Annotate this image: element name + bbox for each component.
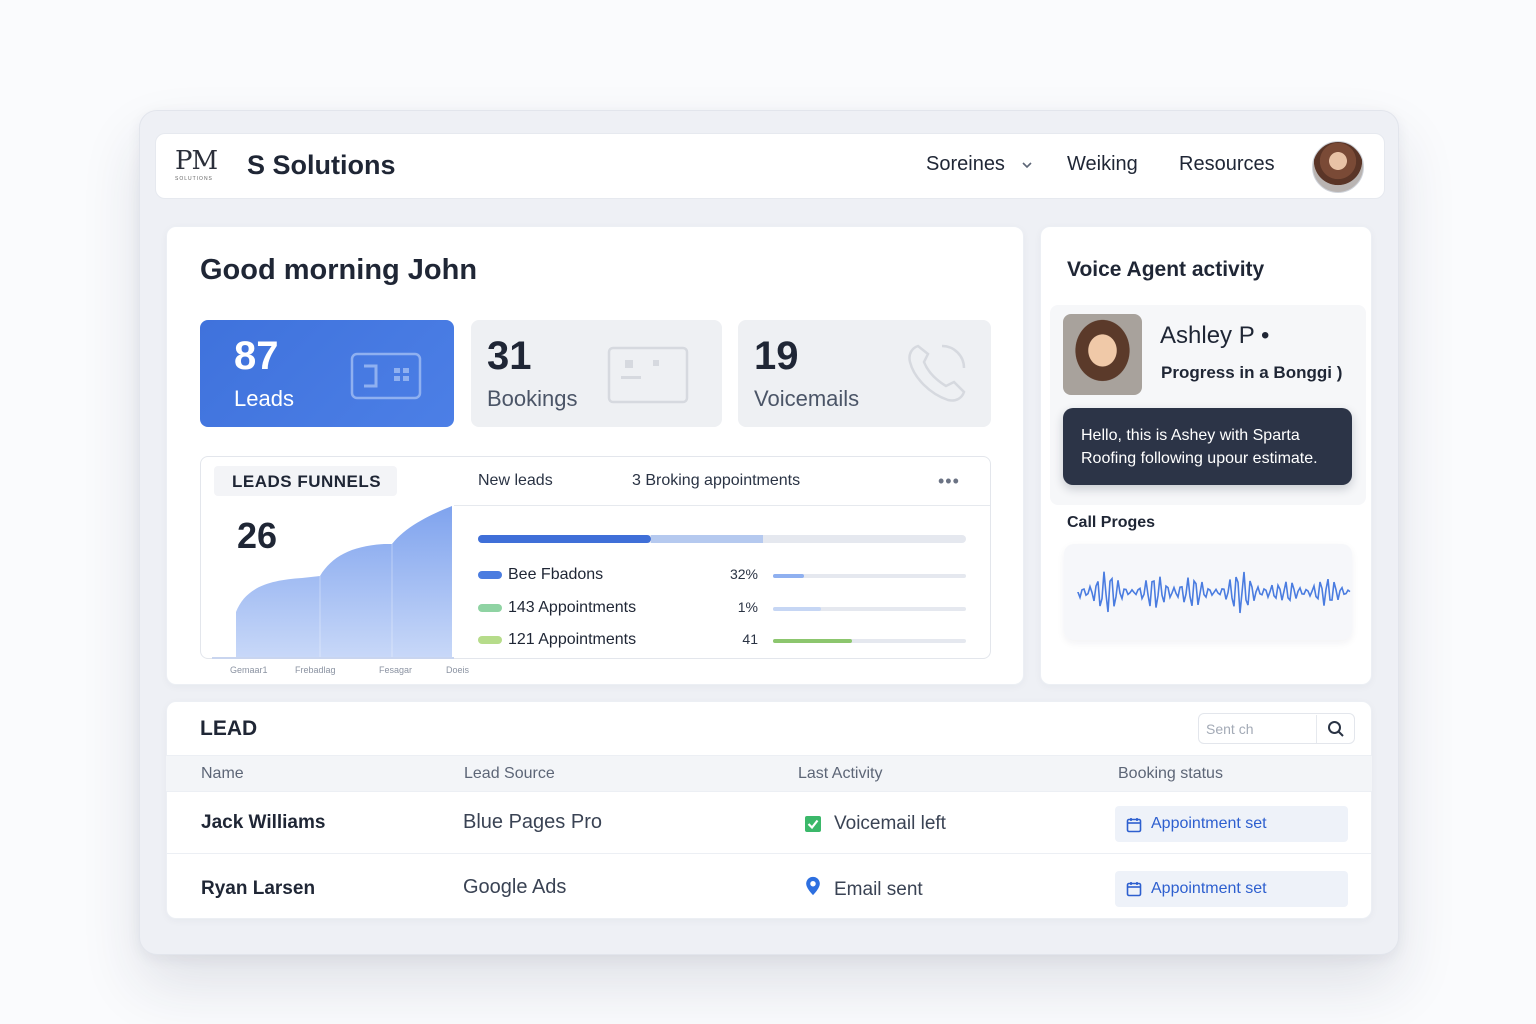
- brand-name: S Solutions: [247, 150, 396, 180]
- column-header-lead-source[interactable]: Lead Source: [464, 765, 555, 782]
- lead-name[interactable]: Jack Williams: [201, 812, 326, 833]
- legend-label: 143 Appointments: [508, 599, 637, 616]
- funnel-count: 26: [237, 515, 278, 556]
- legend-fill: [773, 639, 852, 643]
- legend-swatch: [478, 604, 502, 612]
- lead-source: Blue Pages Pro: [463, 811, 602, 833]
- legend-percent: 1%: [737, 599, 758, 615]
- stat-label: Leads: [234, 386, 294, 411]
- funnel-title: LEADS FUNNELS: [232, 472, 382, 491]
- legend-row: 143 Appointments 1%: [478, 599, 968, 619]
- greeting-heading: Good morning John: [200, 254, 478, 286]
- stat-card-voicemails[interactable]: 19 Voicemails: [738, 320, 991, 427]
- booking-status-label: Appointment set: [1151, 815, 1267, 832]
- user-avatar[interactable]: [1312, 141, 1364, 193]
- agent-message-bubble: Hello, this is Ashey with Sparta Roofing…: [1063, 408, 1352, 485]
- agent-avatar: [1063, 314, 1142, 395]
- stat-value: 19: [754, 334, 799, 378]
- top-navbar: [155, 133, 1385, 199]
- nav-item-weiking[interactable]: Weiking: [1067, 153, 1138, 175]
- column-header-last-activity[interactable]: Last Activity: [798, 765, 883, 782]
- booking-status-badge[interactable]: [1115, 871, 1348, 907]
- id-card-icon: [350, 352, 422, 400]
- table-header: [166, 755, 1372, 792]
- column-header-name[interactable]: Name: [201, 765, 244, 782]
- stat-value: 31: [487, 334, 532, 378]
- tab-broking-appointments[interactable]: 3 Broking appointments: [632, 472, 801, 489]
- legend-label: Bee Fbadons: [508, 566, 604, 583]
- legend-label: 121 Appointments: [508, 631, 637, 648]
- card-icon: [607, 346, 689, 404]
- axis-label: Gemaar1: [230, 665, 268, 675]
- divider: [1316, 715, 1317, 743]
- axis-label: Doeis: [446, 665, 470, 675]
- axis-label: Frebadlag: [295, 665, 336, 675]
- stat-label: Bookings: [487, 386, 578, 411]
- agent-status: Progress in a Bonggi ): [1161, 363, 1343, 382]
- column-header-booking-status[interactable]: Booking status: [1118, 765, 1223, 782]
- booking-status-badge[interactable]: [1115, 806, 1348, 842]
- logo-mark: PM: [175, 146, 218, 176]
- axis-label: Fesagar: [379, 665, 413, 675]
- company-logo[interactable]: PM SOLUTIONS: [175, 146, 225, 190]
- calendar-icon: [1126, 818, 1142, 833]
- call-progress-title: Call Proges: [1067, 514, 1156, 531]
- legend-fill: [773, 574, 804, 578]
- call-waveform-panel: [1064, 544, 1352, 640]
- booking-status-label: Appointment set: [1151, 880, 1267, 897]
- nav-item-soreines[interactable]: Soreines: [926, 153, 1005, 175]
- stat-value: 87: [234, 334, 279, 378]
- more-options-icon[interactable]: •••: [938, 471, 960, 491]
- legend-percent: 41: [742, 631, 758, 647]
- waveform-graphic: [1077, 571, 1351, 614]
- funnel-tag: [214, 466, 397, 496]
- nav-item-resources[interactable]: Resources: [1179, 153, 1275, 175]
- voice-agent-title: Voice Agent activity: [1067, 258, 1265, 281]
- chevron-down-icon[interactable]: [1020, 158, 1034, 172]
- legend-row: Bee Fbadons 32%: [478, 566, 968, 586]
- leads-table-title: LEAD: [200, 717, 258, 740]
- last-activity: Voicemail left: [834, 813, 946, 834]
- lead-name[interactable]: Ryan Larsen: [201, 878, 316, 899]
- stat-card-bookings[interactable]: 31 Bookings: [471, 320, 722, 427]
- row-divider: [166, 853, 1372, 854]
- legend-swatch: [478, 636, 502, 644]
- stat-card-leads[interactable]: 87 Leads: [200, 320, 454, 427]
- legend-row: 121 Appointments 41: [478, 631, 968, 651]
- search-input[interactable]: [1206, 718, 1314, 740]
- agent-name: Ashley P •: [1160, 322, 1270, 349]
- location-pin-icon: [806, 876, 820, 896]
- phone-icon: [908, 344, 966, 402]
- legend-percent: 32%: [729, 566, 758, 582]
- legend-fill: [773, 607, 821, 611]
- calendar-icon: [1126, 882, 1142, 897]
- search-icon[interactable]: [1327, 720, 1345, 738]
- last-activity: Email sent: [834, 879, 923, 900]
- funnel-progress-secondary: [651, 535, 763, 543]
- tab-new-leads[interactable]: New leads: [478, 472, 553, 489]
- lead-source: Google Ads: [463, 876, 567, 898]
- legend-track: [773, 607, 966, 611]
- legend-track: [773, 639, 966, 643]
- legend-track: [773, 574, 966, 578]
- stat-label: Voicemails: [754, 386, 860, 411]
- divider: [454, 505, 990, 506]
- legend-swatch: [478, 571, 502, 579]
- check-square-icon: [805, 816, 821, 832]
- funnel-area-chart: [212, 506, 454, 659]
- funnel-progress-primary: [478, 535, 651, 543]
- logo-subtitle: SOLUTIONS: [175, 176, 213, 182]
